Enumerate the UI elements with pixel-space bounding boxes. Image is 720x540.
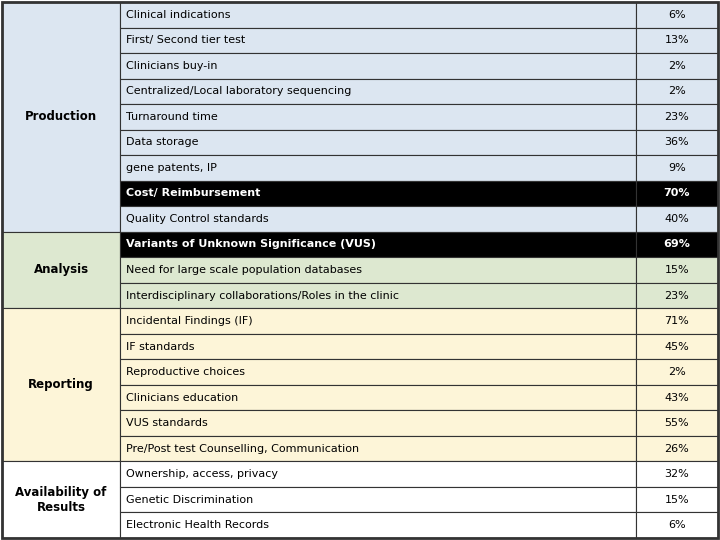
Bar [636,283,718,308]
Bar [120,104,636,130]
Bar [636,487,718,512]
Text: 6%: 6% [668,10,685,20]
Text: First/ Second tier test: First/ Second tier test [126,35,246,45]
Text: Availability of
Results: Availability of Results [15,485,107,514]
Text: 23%: 23% [665,112,689,122]
Bar [120,512,636,538]
Bar [120,232,636,257]
Text: 6%: 6% [668,520,685,530]
Bar [636,79,718,104]
Text: gene patents, IP: gene patents, IP [126,163,217,173]
Bar [636,155,718,181]
Text: Centralized/Local laboratory sequencing: Centralized/Local laboratory sequencing [126,86,351,96]
Text: 71%: 71% [665,316,689,326]
Text: 69%: 69% [663,239,690,249]
Text: Reproductive choices: Reproductive choices [126,367,245,377]
Text: Reporting: Reporting [28,379,94,392]
Bar [120,79,636,104]
Bar [636,53,718,79]
Bar [636,257,718,283]
Bar [636,436,718,461]
Bar [636,359,718,385]
Text: 15%: 15% [665,265,689,275]
Text: Analysis: Analysis [34,264,89,276]
Bar [120,334,636,359]
Bar [636,130,718,155]
Text: 45%: 45% [665,342,689,352]
Bar [636,2,718,28]
Bar [120,487,636,512]
Bar [120,283,636,308]
Bar [120,385,636,410]
Text: 15%: 15% [665,495,689,505]
Text: Turnaround time: Turnaround time [126,112,218,122]
Text: 13%: 13% [665,35,689,45]
Text: 2%: 2% [668,86,685,96]
Bar [120,206,636,232]
Text: Pre/Post test Counselling, Communication: Pre/Post test Counselling, Communication [126,444,359,454]
Bar [120,308,636,334]
Bar [2,461,120,538]
Text: Genetic Discrimination: Genetic Discrimination [126,495,253,505]
Text: 43%: 43% [665,393,689,403]
Text: Quality Control standards: Quality Control standards [126,214,269,224]
Text: VUS standards: VUS standards [126,418,208,428]
Bar [2,2,120,232]
Bar [120,2,636,28]
Bar [2,232,120,308]
Text: 55%: 55% [665,418,689,428]
Text: Clinical indications: Clinical indications [126,10,230,20]
Bar [636,232,718,257]
Bar [636,512,718,538]
Bar [636,410,718,436]
Text: Interdisciplinary collaborations/Roles in the clinic: Interdisciplinary collaborations/Roles i… [126,291,399,301]
Bar [120,461,636,487]
Text: Clinicians education: Clinicians education [126,393,238,403]
Bar [120,53,636,79]
Text: Variants of Unknown Significance (VUS): Variants of Unknown Significance (VUS) [126,239,376,249]
Text: 23%: 23% [665,291,689,301]
Bar [636,461,718,487]
Bar [120,130,636,155]
Text: 36%: 36% [665,137,689,147]
Bar [636,308,718,334]
Text: 2%: 2% [668,367,685,377]
Bar [120,436,636,461]
Text: Incidental Findings (IF): Incidental Findings (IF) [126,316,253,326]
Text: Need for large scale population databases: Need for large scale population database… [126,265,362,275]
Text: 2%: 2% [668,61,685,71]
Bar [636,104,718,130]
Bar [120,28,636,53]
Bar [120,257,636,283]
Bar [2,308,120,461]
Bar [120,181,636,206]
Text: 26%: 26% [665,444,689,454]
Text: Ownership, access, privacy: Ownership, access, privacy [126,469,278,479]
Text: 9%: 9% [668,163,685,173]
Text: Cost/ Reimbursement: Cost/ Reimbursement [126,188,261,198]
Text: 32%: 32% [665,469,689,479]
Bar [120,410,636,436]
Bar [120,155,636,181]
Text: Clinicians buy-in: Clinicians buy-in [126,61,217,71]
Bar [636,206,718,232]
Bar [636,385,718,410]
Bar [636,334,718,359]
Bar [120,359,636,385]
Text: Production: Production [25,110,97,123]
Text: IF standards: IF standards [126,342,194,352]
Text: 40%: 40% [665,214,689,224]
Text: Electronic Health Records: Electronic Health Records [126,520,269,530]
Bar [636,28,718,53]
Bar [636,181,718,206]
Text: Data storage: Data storage [126,137,199,147]
Text: 70%: 70% [664,188,690,198]
